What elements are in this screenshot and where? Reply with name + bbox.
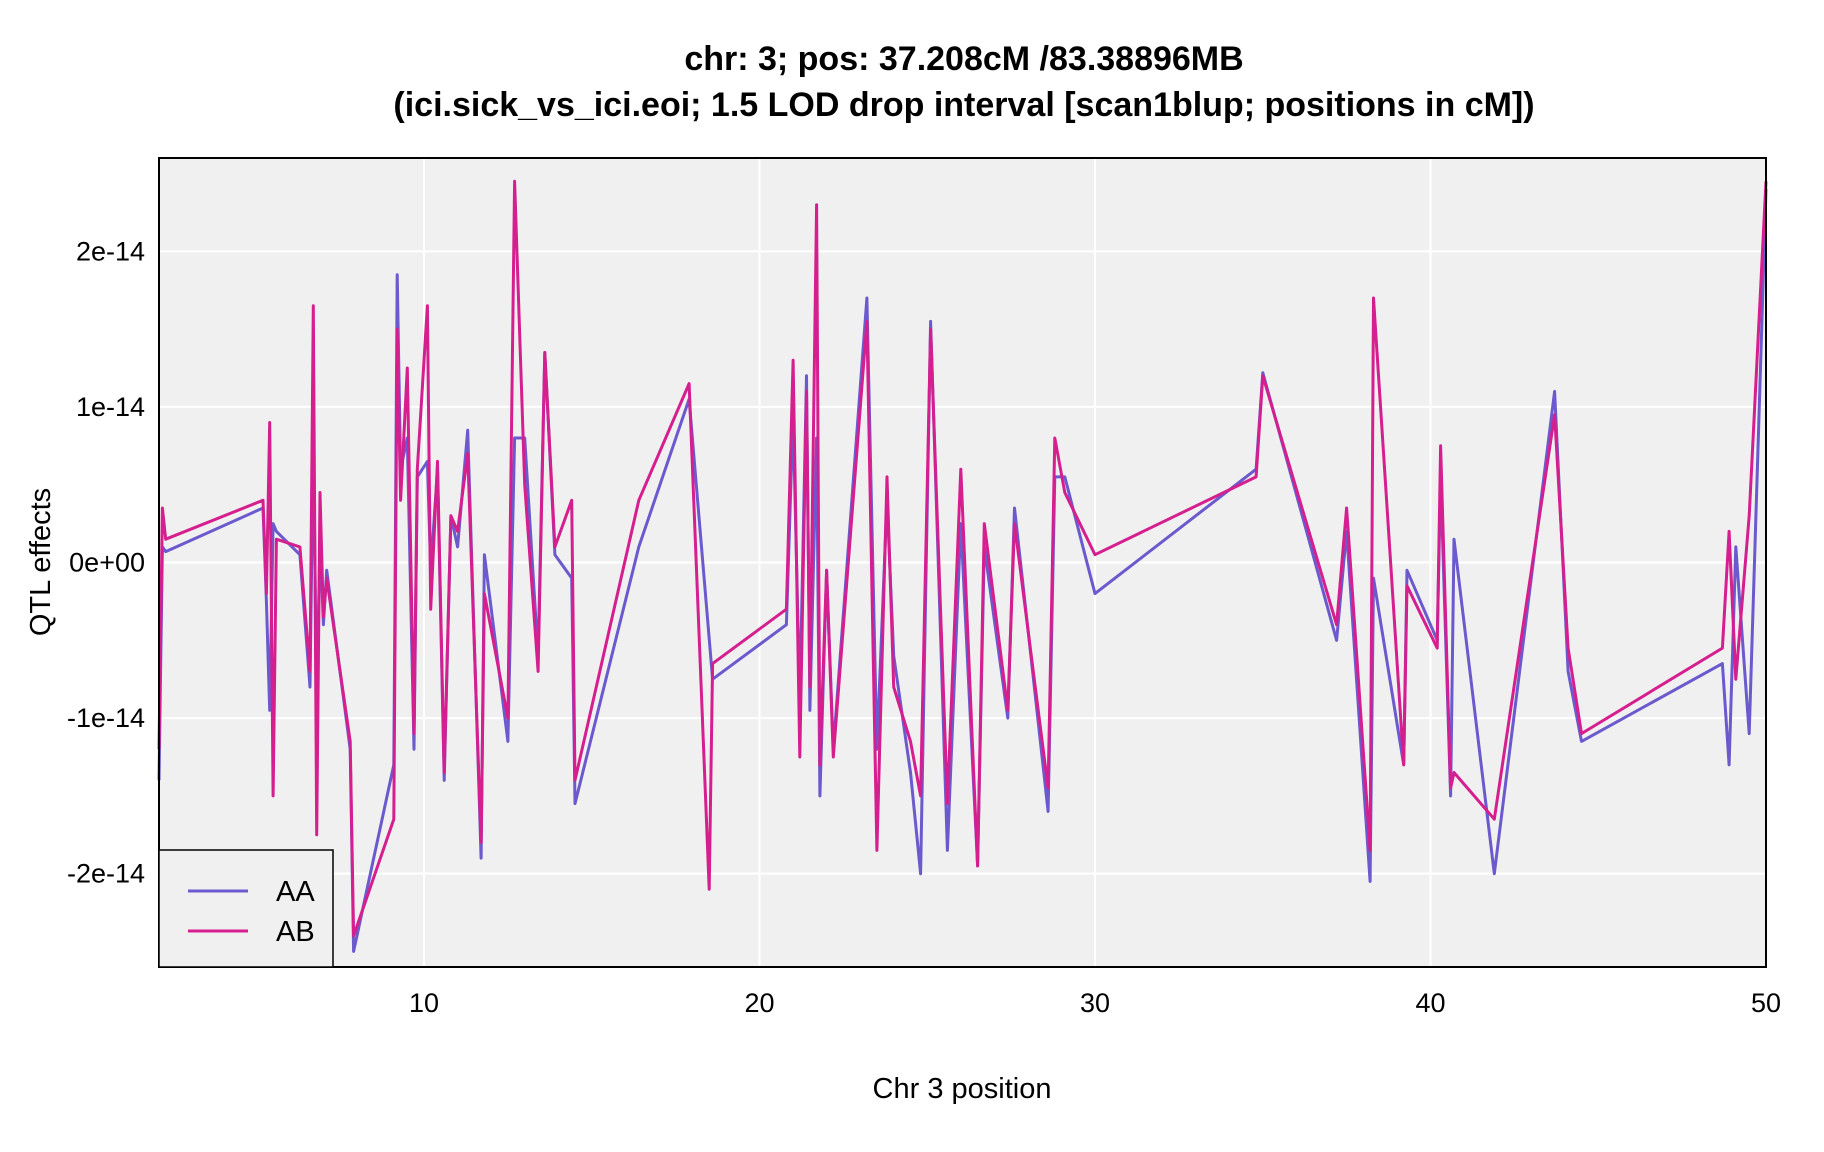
plot-border: [158, 157, 1767, 968]
x-tick-label: 50: [1751, 988, 1781, 1018]
chart-title: chr: 3; pos: 37.208cM /83.38896MB: [684, 40, 1243, 78]
y-tick-label: -1e-14: [67, 703, 145, 733]
series-line-ab: [157, 179, 1768, 938]
x-tick-label: 20: [745, 988, 775, 1018]
series-lines: [157, 179, 1768, 953]
x-tick-label: 40: [1415, 988, 1445, 1018]
x-tick-label: 30: [1080, 988, 1110, 1018]
x-tick-label: 10: [409, 988, 439, 1018]
y-tick-label: 0e+00: [69, 548, 145, 578]
y-tick-label: 2e-14: [76, 236, 145, 266]
x-axis-label: Chr 3 position: [873, 1073, 1052, 1105]
legend-box: [158, 849, 334, 968]
y-tick-label: -2e-14: [67, 859, 145, 889]
legend-label-aa: AA: [276, 876, 315, 908]
grid: [159, 158, 1767, 967]
chart-subtitle: (ici.sick_vs_ici.eoi; 1.5 LOD drop inter…: [393, 86, 1534, 124]
y-tick-label: 1e-14: [76, 392, 145, 422]
legend-label-ab: AB: [276, 916, 315, 948]
legend: AA AB: [158, 849, 334, 968]
y-axis-label: QTL effects: [25, 488, 57, 636]
x-axis: 10 20 30 40 50: [409, 988, 1781, 1018]
y-axis: -2e-14 -1e-14 0e+00 1e-14 2e-14: [67, 236, 145, 888]
